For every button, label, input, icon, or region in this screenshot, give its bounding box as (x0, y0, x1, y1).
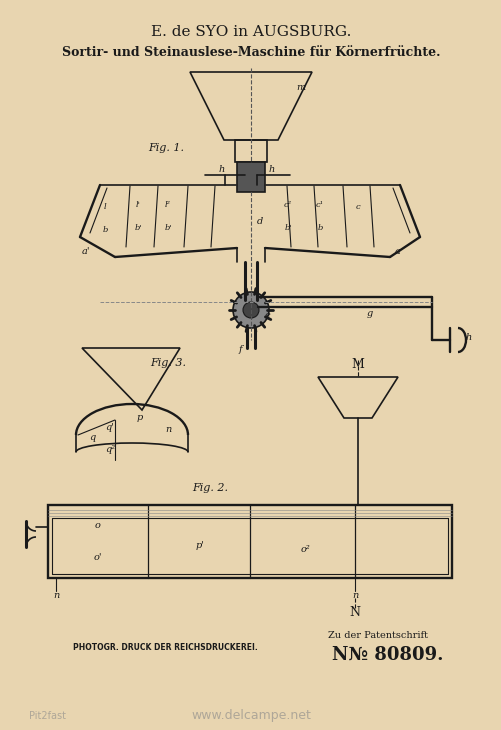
Text: o²: o² (300, 545, 309, 555)
Text: m: m (296, 83, 305, 93)
Bar (236, 162, 265, 192)
Text: l': l' (135, 201, 140, 209)
Text: l²: l² (165, 201, 171, 209)
Text: M: M (351, 358, 364, 372)
Text: q²: q² (105, 445, 115, 455)
Circle shape (232, 292, 269, 328)
Text: b: b (317, 224, 322, 232)
Text: h: h (269, 164, 275, 174)
Text: l: l (104, 203, 106, 211)
Text: c: c (355, 203, 360, 211)
Text: h: h (465, 334, 471, 342)
Text: b': b' (284, 224, 291, 232)
Text: n: n (53, 591, 59, 599)
Text: f: f (238, 345, 241, 355)
Text: b: b (102, 226, 108, 234)
Text: Zu der Patentschrift: Zu der Patentschrift (327, 631, 427, 640)
Text: Fig. 2.: Fig. 2. (191, 483, 227, 493)
Text: b': b' (164, 224, 171, 232)
Text: c¹: c¹ (315, 201, 324, 209)
Text: N№ 80809.: N№ 80809. (332, 646, 443, 664)
Text: e: e (265, 310, 270, 320)
Text: q: q (89, 434, 95, 442)
Text: a: a (394, 247, 400, 256)
Text: Fig. 3.: Fig. 3. (150, 358, 186, 368)
Text: o: o (95, 521, 101, 531)
Text: N: N (349, 607, 360, 620)
Text: PHOTOGR. DRUCK DER REICHSDRUCKEREI.: PHOTOGR. DRUCK DER REICHSDRUCKEREI. (73, 644, 257, 653)
Text: Sortir- und Steinauslese-Maschine für Körnerfrüchte.: Sortir- und Steinauslese-Maschine für Kö… (62, 45, 439, 58)
Text: q': q' (105, 423, 114, 432)
Text: Fig. 1.: Fig. 1. (148, 143, 184, 153)
Text: c²: c² (284, 201, 292, 209)
Circle shape (242, 302, 259, 318)
Text: b': b' (134, 224, 141, 232)
Text: n: n (164, 426, 171, 434)
Text: E. de SYO in AUGSBURG.: E. de SYO in AUGSBURG. (150, 25, 351, 39)
Text: a': a' (82, 247, 90, 256)
Text: o': o' (94, 553, 102, 563)
Text: Pit2fast: Pit2fast (30, 711, 66, 721)
Text: p: p (137, 413, 143, 423)
Text: www.delcampe.net: www.delcampe.net (191, 710, 310, 723)
Text: p': p' (195, 540, 204, 550)
Text: h: h (218, 164, 224, 174)
Bar (48, 505, 451, 578)
Bar (234, 140, 267, 162)
Text: n: n (351, 591, 357, 599)
Text: d: d (257, 218, 263, 226)
Text: g: g (366, 309, 372, 318)
